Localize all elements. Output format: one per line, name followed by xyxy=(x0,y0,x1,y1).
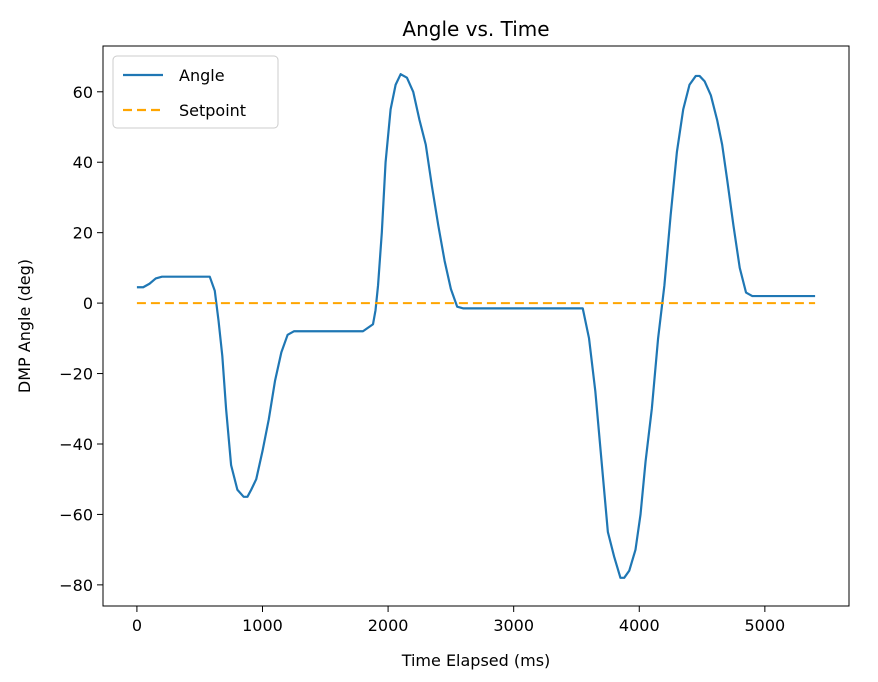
x-tick-label: 4000 xyxy=(619,616,660,635)
y-tick-label: 60 xyxy=(73,83,93,102)
y-tick-label: 40 xyxy=(73,153,93,172)
legend: Angle Setpoint xyxy=(112,55,279,129)
y-tick-label: 20 xyxy=(73,224,93,243)
x-tick-label: 1000 xyxy=(242,616,283,635)
plot-area xyxy=(102,45,850,607)
x-tick-label: 2000 xyxy=(368,616,409,635)
plot-frame xyxy=(102,45,850,607)
y-tick-label: −60 xyxy=(59,505,93,524)
x-tick-label: 0 xyxy=(132,616,142,635)
y-tick-label: −20 xyxy=(59,365,93,384)
x-tick-label: 5000 xyxy=(744,616,785,635)
y-axis-label: DMP Angle (deg) xyxy=(15,259,34,393)
x-axis-label: Time Elapsed (ms) xyxy=(401,651,551,670)
series-line-angle xyxy=(136,73,816,579)
y-tick-label: −80 xyxy=(59,576,93,595)
chart-title: Angle vs. Time xyxy=(402,17,549,41)
legend-label-setpoint: Setpoint xyxy=(179,101,246,120)
y-axis: −80 −60 −40 −20 0 20 40 60 xyxy=(59,83,103,595)
x-tick-label: 3000 xyxy=(493,616,534,635)
y-tick-label: −40 xyxy=(59,435,93,454)
x-axis: 0 1000 2000 3000 4000 5000 xyxy=(132,606,785,635)
legend-label-angle: Angle xyxy=(179,66,225,85)
y-tick-label: 0 xyxy=(83,294,93,313)
